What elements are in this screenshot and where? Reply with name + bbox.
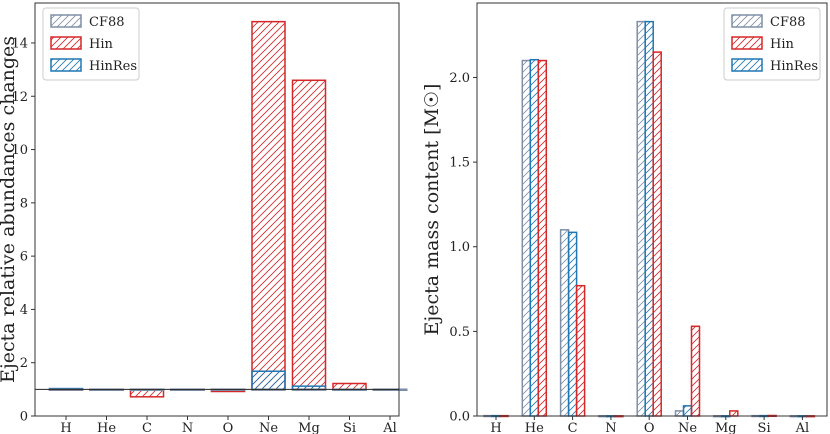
y-tick-label: 0	[20, 410, 28, 425]
x-tick-label-ne: Ne	[678, 421, 697, 434]
bar-hin-si	[332, 382, 367, 391]
y-tick-label: 12	[11, 90, 28, 105]
legend-swatch-cf88	[731, 14, 763, 28]
x-tick-label-mg: Mg	[715, 421, 737, 434]
legend-label-hinres: HinRes	[89, 59, 137, 74]
x-tick-label-n: N	[605, 421, 616, 434]
y-tick-label: 4	[20, 303, 28, 318]
bar-hin-o	[652, 51, 662, 417]
bar-hinres-c	[567, 231, 578, 417]
legend-label-cf88: CF88	[770, 15, 806, 30]
bar-hinres-he	[529, 58, 540, 417]
legend-label-hinres: HinRes	[770, 59, 818, 74]
y-tick-label: 6	[20, 250, 28, 265]
y-tick-label: 0.0	[449, 410, 470, 425]
legend-swatch-cf88	[50, 14, 82, 28]
legend-label-hin: Hin	[770, 37, 794, 52]
bar-hin-mg	[729, 410, 739, 417]
bar-hinres-o	[644, 20, 654, 417]
bar-hin-he	[537, 59, 548, 417]
right-plot-frame	[476, 2, 828, 417]
y-tick-label: 0.5	[449, 325, 470, 340]
y-tick-label: 14	[11, 36, 28, 51]
left-legend: CF88 Hin HinRes	[42, 7, 140, 81]
left-plot-frame	[34, 2, 400, 417]
legend-swatch-hinres	[731, 58, 763, 72]
left-y-ticks: 0 2 4 6 8 10 12 14	[11, 36, 35, 425]
legend-swatch-hin	[50, 36, 82, 50]
bar-hinres-ne	[682, 405, 693, 417]
right-bars	[483, 20, 816, 418]
x-tick-label-si: Si	[343, 421, 356, 434]
bar-hin-c	[575, 284, 586, 417]
legend-swatch-hinres	[50, 58, 82, 72]
y-tick-label: 10	[11, 143, 28, 158]
y-tick-label: 1.0	[449, 240, 470, 255]
bar-hin-ne	[690, 325, 701, 417]
x-tick-label-ne: Ne	[259, 421, 278, 434]
x-tick-label-al: Al	[795, 421, 810, 434]
legend-label-hin: Hin	[89, 37, 113, 52]
x-tick-label-h: H	[490, 421, 501, 434]
x-tick-label-he: He	[525, 421, 544, 434]
x-tick-label-h: H	[60, 421, 71, 434]
right-y-axis-label: Ejecta mass content [M☉]	[421, 84, 443, 336]
y-tick-label: 1.5	[449, 156, 470, 171]
bar-cf88-o	[636, 20, 646, 417]
y-tick-label: 8	[20, 196, 28, 211]
legend-label-cf88: CF88	[89, 15, 125, 30]
bar-hinres-ne	[251, 370, 286, 391]
bar-cf88-he	[521, 59, 532, 417]
x-tick-label-o: O	[644, 421, 655, 434]
x-tick-label-mg: Mg	[298, 421, 320, 434]
left-chart-panel: 0 2 4 6 8 10 12 14 H He C N O Ne Mg Si Al Ejecta relati…	[0, 2, 408, 434]
left-x-ticks: H He C N O Ne Mg Si Al	[60, 416, 397, 434]
x-tick-label-n: N	[182, 421, 193, 434]
bar-cf88-ne	[674, 410, 685, 417]
legend-swatch-hin	[731, 36, 763, 50]
right-legend: CF88 Hin HinRes	[723, 7, 821, 81]
x-tick-label-c: C	[142, 421, 152, 434]
bar-hin-ne	[251, 20, 286, 391]
y-tick-label: 2.0	[449, 71, 470, 86]
right-x-ticks: H He C N O Ne Mg Si Al	[490, 416, 809, 434]
y-tick-label: 2	[20, 356, 28, 371]
x-tick-label-o: O	[223, 421, 234, 434]
x-tick-label-al: Al	[382, 421, 397, 434]
bar-cf88-c	[559, 229, 570, 417]
right-y-ticks: 0.0 0.5 1.0 1.5 2.0	[449, 71, 477, 425]
x-tick-label-c: C	[568, 421, 578, 434]
right-chart-panel: 0.0 0.5 1.0 1.5 2.0 H He C N O Ne Mg Si Al Ejecta ma…	[421, 2, 828, 434]
x-tick-label-he: He	[97, 421, 116, 434]
bar-hin-mg	[291, 79, 327, 391]
left-y-axis-label: Ejecta relative abundances changes	[0, 36, 19, 383]
x-tick-label-si: Si	[758, 421, 771, 434]
